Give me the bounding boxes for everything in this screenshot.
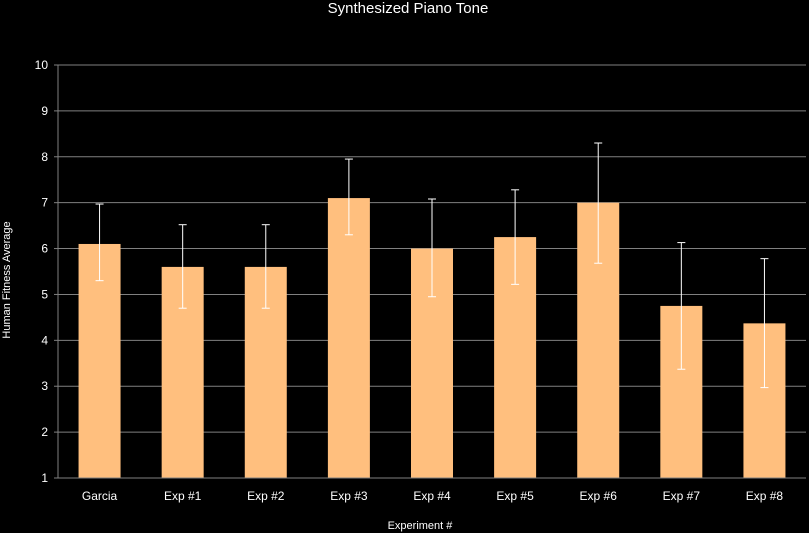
x-tick-label: Exp #3 (330, 489, 368, 503)
chart-title: Synthesized Piano Tone (328, 0, 489, 17)
y-tick-label: 6 (41, 242, 48, 256)
y-tick-label: 2 (41, 425, 48, 439)
x-tick-label: Exp #8 (746, 489, 784, 503)
y-tick-label: 10 (35, 58, 49, 72)
error-bars (95, 142, 769, 389)
x-tick-label: Garcia (82, 489, 118, 503)
y-tick-label: 9 (41, 104, 48, 118)
x-tick-label: Exp #4 (413, 489, 451, 503)
y-tick-label: 7 (41, 196, 48, 210)
x-tick-label: Exp #2 (247, 489, 285, 503)
bar (327, 198, 370, 479)
x-tick-label: Exp #1 (164, 489, 202, 503)
x-axis-label: Experiment # (388, 520, 454, 532)
y-tick-label: 1 (41, 471, 48, 485)
axes (54, 64, 806, 479)
x-tick-label: Exp #7 (663, 489, 701, 503)
x-tick-label: Exp #5 (496, 489, 534, 503)
y-tick-label: 4 (41, 333, 48, 347)
y-axis-label: Human Fitness Average (1, 221, 13, 338)
y-tick-label: 8 (41, 150, 48, 164)
x-tick-labels: Garcia Exp #1 Exp #2 Exp #3 Exp #4 Exp #5 Exp … (82, 489, 784, 503)
y-tick-labels: 1 2 3 4 5 6 7 8 9 10 (35, 58, 49, 485)
x-tick-label: Exp #6 (580, 489, 618, 503)
bars (78, 198, 786, 479)
bar (78, 243, 121, 478)
y-tick-label: 3 (41, 379, 48, 393)
y-tick-label: 5 (41, 287, 48, 301)
